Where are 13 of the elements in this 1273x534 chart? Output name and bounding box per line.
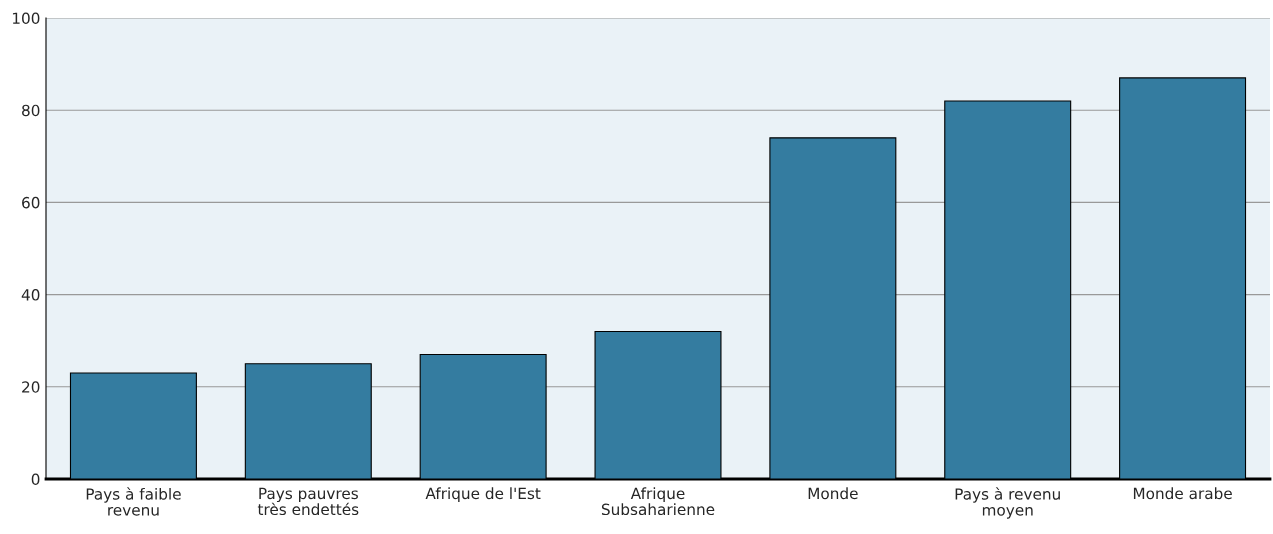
y-tick-label: 80 (22, 104, 40, 117)
y-tick-label: 20 (22, 381, 40, 393)
x-tick-label: Pays pauvres très endettés (257, 487, 359, 516)
x-tick-label: Afrique Subsaharienne (601, 487, 715, 516)
y-tick-label: 0 (31, 473, 40, 486)
x-tick-label: Pays à revenu moyen (955, 487, 1060, 519)
y-tick-label: 60 (22, 196, 40, 209)
y-tick-label: 40 (21, 289, 40, 301)
x-tick-label: Monde (808, 487, 858, 500)
y-tick-label: 100 (12, 12, 40, 25)
x-tick-label: Monde arabe (1133, 487, 1232, 500)
x-tick-label: Pays à faible revenu (86, 487, 181, 516)
x-tick-label: Afrique de l'Est (425, 487, 541, 503)
